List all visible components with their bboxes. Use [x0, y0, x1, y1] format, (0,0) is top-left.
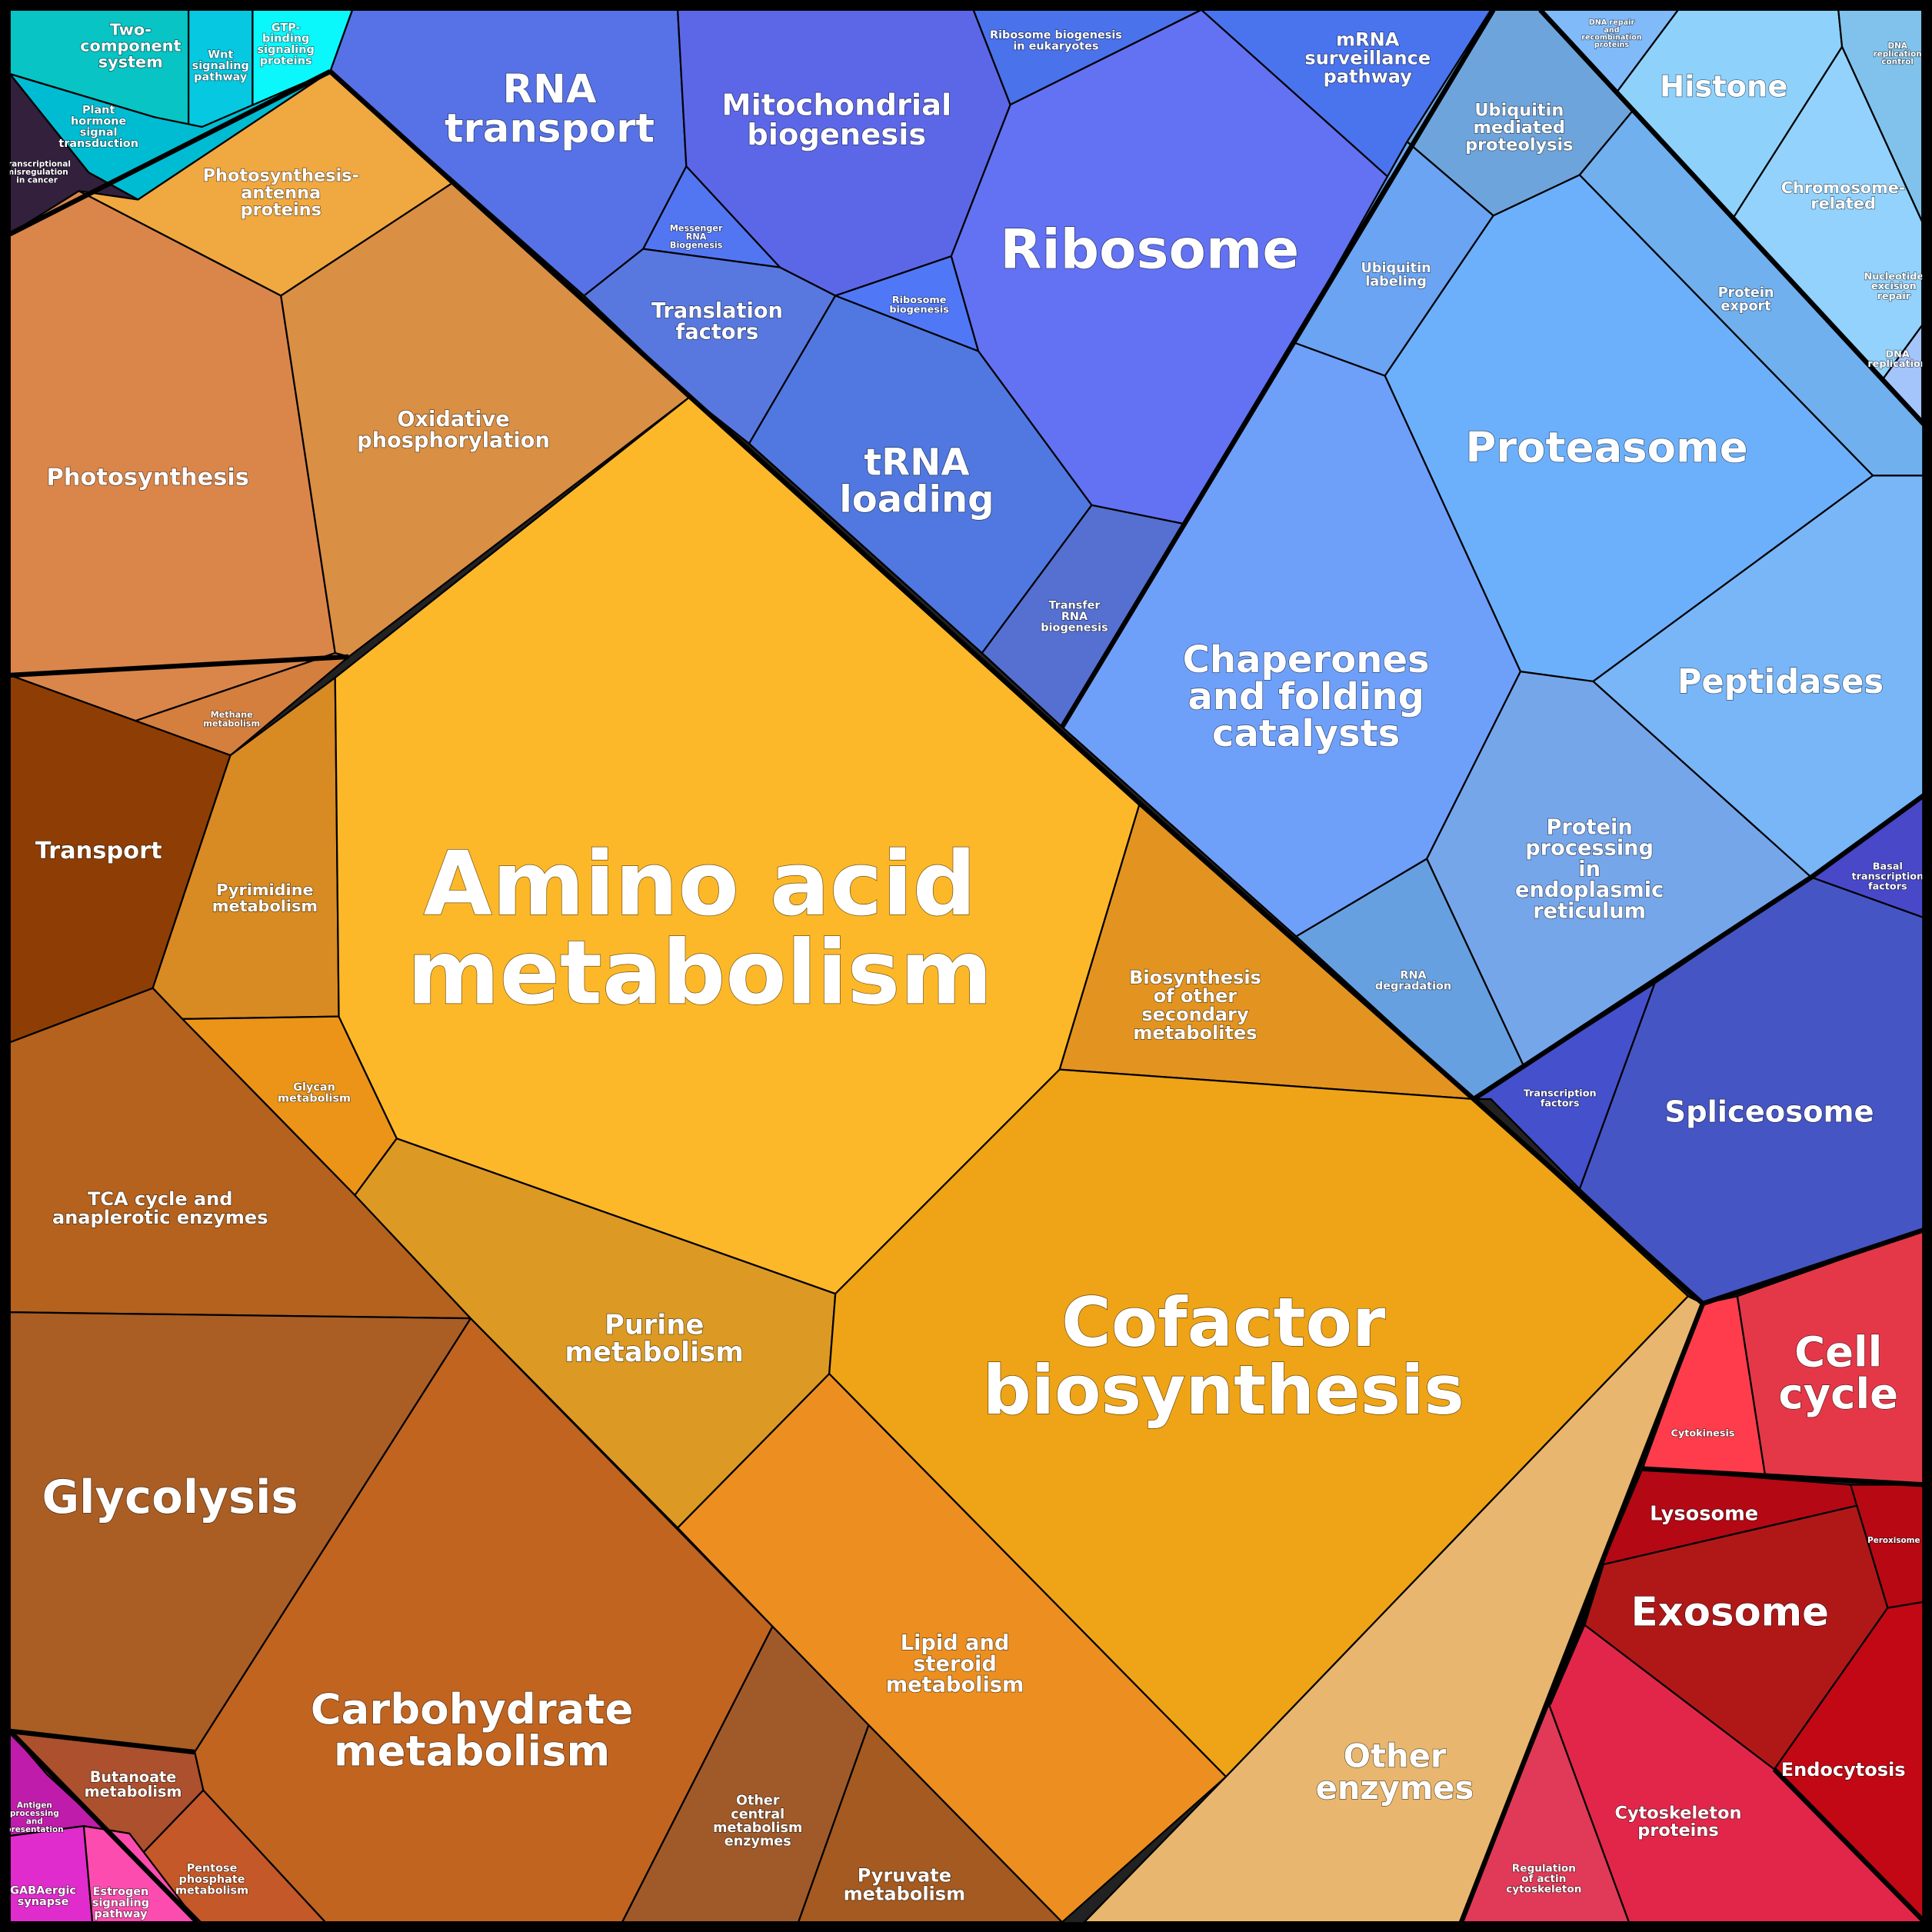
label-glycolysis: Glycolysis: [42, 1471, 298, 1524]
label-tca: TCA cycle and anaplerotic enzymes: [52, 1188, 268, 1228]
group-border-12: [1772, 1767, 1927, 1924]
label-cell-cycle: Cell cycle: [1778, 1327, 1898, 1418]
label-oxidative-phosphorylation: Oxidative phosphorylation: [357, 408, 550, 452]
label-trna-loading: tRNA loading: [839, 441, 994, 521]
label-pentose-phosphate: Pentose phosphate metabolism: [175, 1863, 248, 1897]
label-other-enzymes: Other enzymes: [1316, 1737, 1474, 1807]
label-dna-replication-control: DNA replication control: [1874, 42, 1922, 67]
label-pyruvate: Pyruvate metabolism: [844, 1865, 965, 1905]
label-photosynthesis: Photosynthesis: [47, 465, 249, 491]
group-border-7: [1060, 8, 1496, 728]
label-antigen-processing: Antigen processing and presentation: [5, 1801, 63, 1834]
label-two-component: Two-component system: [80, 21, 181, 72]
label-rna-transport: RNA transport: [445, 66, 655, 152]
label-exosome: Exosome: [1631, 1589, 1829, 1635]
label-transfer-rna: Transfer RNA biogenesis: [1041, 600, 1108, 635]
label-chaperones: Chaperones and folding catalysts: [1183, 638, 1430, 755]
label-transcription-factors: Transcription factors: [1524, 1088, 1597, 1109]
labels-layer: Two-component system Wnt signaling pathway GT…: [2, 18, 1927, 1920]
label-ubiquitin-labeling: Ubiquitin labeling: [1361, 261, 1431, 290]
group-border-1: [8, 69, 331, 237]
label-peptidases: Peptidases: [1677, 663, 1884, 701]
label-secondary-metabolites: Biosynthesis of other secondary metabolites: [1129, 967, 1261, 1044]
label-pyrimidine: Pyrimidine metabolism: [212, 881, 318, 915]
group-border-2: [9, 654, 349, 678]
label-cytoskeleton-proteins: Cytoskeleton proteins: [1615, 1803, 1742, 1840]
group-border-5: [1702, 1227, 1926, 1306]
label-butanoate: Butanoate metabolism: [85, 1768, 182, 1800]
label-spliceosome: Spliceosome: [1664, 1094, 1874, 1129]
label-mrna-surveillance: mRNA surveillance pathway: [1304, 29, 1431, 88]
label-peroxisome: Peroxisome: [1867, 1536, 1920, 1545]
label-cofactor: Cofactor biosynthesis: [983, 1283, 1464, 1430]
cells-layer: [8, 8, 1926, 1924]
group-border-4: [8, 1729, 199, 1924]
group-border-8: [1538, 8, 1927, 427]
label-lipid-steroid: Lipid and steroid metabolism: [886, 1631, 1024, 1697]
label-ribosome: Ribosome: [1000, 218, 1299, 281]
group-borders-layer: [8, 8, 1927, 1924]
label-chromosome-related: Chromosome-related: [1781, 178, 1906, 213]
label-dna-repair: DNA repair and recombination proteins: [1581, 18, 1642, 49]
label-estrogen: Estrogen signaling pathway: [92, 1886, 149, 1920]
label-transport: Transport: [35, 838, 162, 864]
label-ubiquitin-mediated: Ubiquitin mediated proteolysis: [1465, 100, 1573, 155]
label-ribosome-biogenesis: Ribosome biogenesis: [889, 295, 949, 316]
label-methane: Methane metabolism: [203, 710, 260, 728]
label-other-central: Other central metabolism enzymes: [713, 1794, 802, 1850]
label-cytokinesis: Cytokinesis: [1671, 1428, 1735, 1440]
label-nucleotide-excision: Nucleotide excision repair: [1864, 271, 1924, 302]
label-endocytosis: Endocytosis: [1781, 1759, 1906, 1780]
label-protein-export: Protein export: [1718, 285, 1774, 315]
label-rna-degradation: RNA degradation: [1375, 969, 1451, 992]
label-proteasome: Proteasome: [1465, 423, 1747, 472]
label-ribosome-biogenesis-eukaryotes: Ribosome biogenesis in eukaryotes: [990, 29, 1122, 52]
group-border-6: [1459, 1302, 1706, 1924]
label-amino-acid: Amino acid metabolism: [407, 833, 992, 1024]
label-transcriptional-misregulation: Transcriptional misregulation in cancer: [3, 160, 71, 185]
label-gtp-binding: GTP-binding signaling proteins: [258, 22, 315, 67]
label-regulation-actin: Regulation of actin cytoskeleton: [1506, 1862, 1581, 1895]
group-border-10: [1642, 1466, 1925, 1487]
label-messenger-rna: Messenger RNA Biogenesis: [670, 223, 723, 250]
label-photosynthesis-antenna: Photosynthesis-antenna proteins: [203, 165, 359, 220]
label-lysosome: Lysosome: [1650, 1502, 1758, 1525]
label-glycan: Glycan metabolism: [278, 1081, 351, 1104]
label-purine: Purine metabolism: [565, 1310, 744, 1368]
label-wnt: Wnt signaling pathway: [192, 49, 249, 84]
group-border-9: [1472, 792, 1927, 1101]
group-border-0: [328, 69, 1705, 1306]
label-gabaergic: GABAergic synapse: [10, 1885, 76, 1908]
group-border-3: [9, 1728, 195, 1755]
label-carbohydrate: Carbohydrate metabolism: [311, 1684, 634, 1775]
label-histone: Histone: [1660, 70, 1787, 105]
label-dna-replication: DNA replication: [1867, 348, 1927, 370]
label-basal-transcription: Basal transcription factors: [1852, 861, 1924, 893]
label-protein-processing-er: Protein processing in endoplasmic reticulum: [1515, 816, 1664, 924]
group-border-11: [1546, 1564, 1604, 1705]
label-plant-hormone: Plant hormone signal transduction: [58, 105, 138, 150]
label-mitochondrial-biogenesis: Mitochondrial biogenesis: [721, 88, 951, 152]
label-translation-factors: Translation factors: [651, 299, 783, 344]
